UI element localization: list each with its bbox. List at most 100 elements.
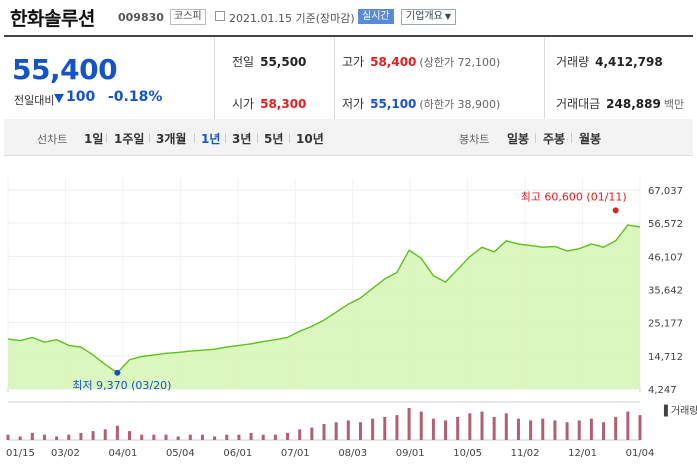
separator bbox=[149, 133, 150, 143]
volume-bar bbox=[42, 434, 46, 440]
period-1y[interactable]: 1년 bbox=[201, 132, 221, 146]
y-tick-label: 67,037 bbox=[648, 186, 683, 197]
high-marker bbox=[612, 207, 619, 214]
volume-label: ▐ 거래량 bbox=[660, 404, 697, 417]
volume-bar bbox=[164, 434, 168, 440]
period-10y[interactable]: 10년 bbox=[296, 132, 324, 146]
volume-bar bbox=[602, 422, 606, 440]
volume-bar bbox=[322, 424, 326, 440]
x-tick-label: 04/01 bbox=[108, 448, 137, 459]
separator bbox=[194, 133, 195, 143]
separator bbox=[289, 133, 290, 143]
volume-bar bbox=[407, 408, 411, 440]
stock-name: 한화솔루션 bbox=[10, 8, 95, 30]
separator bbox=[106, 133, 107, 143]
volume-bar bbox=[516, 418, 520, 440]
period-1w[interactable]: 1주일 bbox=[114, 132, 145, 146]
y-tick-label: 14,712 bbox=[648, 352, 683, 363]
volume-bar bbox=[638, 415, 642, 440]
volume-bar bbox=[237, 434, 241, 440]
volume-bar bbox=[492, 416, 496, 440]
open-price: 시가 58,300 bbox=[232, 97, 307, 111]
volume-bar bbox=[395, 415, 399, 440]
stock-code: 009830 bbox=[118, 11, 164, 24]
y-tick-label: 46,107 bbox=[648, 252, 683, 263]
separator bbox=[257, 133, 258, 143]
realtime-button[interactable]: 실시간 bbox=[358, 9, 394, 24]
market-badge: 코스피 bbox=[170, 9, 206, 25]
trade-amount: 거래대금 248,889 백만 bbox=[556, 97, 685, 111]
price-summary: 55,400 전일대비 100 -0.18% 전일 55,500 고가 58,400… bbox=[4, 35, 693, 121]
volume-bar bbox=[626, 411, 630, 440]
company-info-label: 기업개요 bbox=[406, 11, 443, 22]
volume-bar bbox=[273, 434, 277, 440]
y-tick-label: 25,177 bbox=[648, 319, 683, 330]
volume-bar bbox=[419, 411, 423, 440]
candle-monthly[interactable]: 월봉 bbox=[579, 132, 602, 146]
candle-weekly[interactable]: 주봉 bbox=[543, 132, 566, 146]
company-info-dropdown[interactable]: 기업개요 ▼ bbox=[401, 9, 456, 25]
volume-bar bbox=[614, 416, 618, 440]
volume-bar bbox=[91, 431, 95, 440]
volume-bar bbox=[67, 434, 71, 440]
volume-bar bbox=[310, 427, 314, 440]
down-arrow-icon bbox=[54, 94, 64, 103]
volume-bar bbox=[103, 429, 107, 440]
volume-bar bbox=[176, 436, 180, 440]
volume: 거래량 4,412,798 bbox=[556, 55, 663, 69]
x-tick-label: 01/15 bbox=[6, 448, 35, 459]
volume-bar bbox=[298, 429, 302, 440]
volume-bar bbox=[371, 418, 375, 440]
volume-bar bbox=[18, 436, 22, 440]
top-bar: 한화솔루션 009830 코스피 2021.01.15 기준(장마감) 실시간 … bbox=[0, 0, 697, 34]
divider bbox=[214, 37, 215, 120]
current-price: 55,400 bbox=[12, 53, 118, 86]
x-tick-label: 05/04 bbox=[166, 448, 195, 459]
volume-bar bbox=[213, 436, 217, 440]
x-tick-label: 03/02 bbox=[51, 448, 80, 459]
volume-bar bbox=[468, 413, 472, 440]
x-tick-label: 08/03 bbox=[338, 448, 367, 459]
volume-bar bbox=[79, 432, 83, 440]
volume-bar bbox=[541, 418, 545, 440]
volume-bar bbox=[115, 425, 119, 440]
low-annotation: 최저 9,370 (03/20) bbox=[72, 379, 171, 392]
volume-bar bbox=[358, 422, 362, 440]
volume-bar bbox=[140, 434, 144, 440]
calendar-icon bbox=[215, 11, 225, 21]
low-marker bbox=[114, 369, 121, 376]
volume-bar bbox=[480, 411, 484, 440]
high-price: 고가 58,400 (상한가 72,100) bbox=[342, 55, 501, 69]
volume-bar bbox=[286, 432, 290, 440]
period-1d[interactable]: 1일 bbox=[84, 132, 104, 146]
y-tick-label: 4,247 bbox=[648, 385, 677, 396]
volume-bar bbox=[55, 436, 59, 440]
price-line bbox=[7, 224, 641, 374]
candle-daily[interactable]: 일봉 bbox=[507, 132, 530, 146]
volume-bar bbox=[456, 416, 460, 440]
separator bbox=[535, 133, 536, 143]
volume-bar bbox=[200, 434, 204, 440]
price-area bbox=[8, 225, 640, 389]
volume-bar bbox=[565, 422, 569, 440]
x-tick-label: 01/04 bbox=[626, 448, 655, 459]
period-5y[interactable]: 5년 bbox=[264, 132, 284, 146]
period-3m[interactable]: 3개월 bbox=[156, 132, 187, 146]
change-percent: -0.18% bbox=[108, 89, 163, 105]
volume-bar bbox=[30, 432, 34, 440]
low-price: 저가 55,100 (하한가 38,900) bbox=[342, 97, 501, 111]
separator bbox=[571, 133, 572, 143]
x-tick-label: 11/02 bbox=[511, 448, 540, 459]
volume-bar bbox=[152, 434, 156, 440]
volume-bar bbox=[431, 418, 435, 440]
volume-bar bbox=[346, 420, 350, 440]
divider bbox=[334, 37, 335, 120]
x-tick-label: 09/01 bbox=[396, 448, 425, 459]
volume-bar bbox=[504, 413, 508, 440]
period-3y[interactable]: 3년 bbox=[232, 132, 252, 146]
volume-bar bbox=[529, 420, 533, 440]
candle-chart-label: 봉차트 bbox=[459, 133, 490, 146]
change-label: 전일대비 bbox=[14, 94, 55, 107]
volume-bar bbox=[577, 420, 581, 440]
